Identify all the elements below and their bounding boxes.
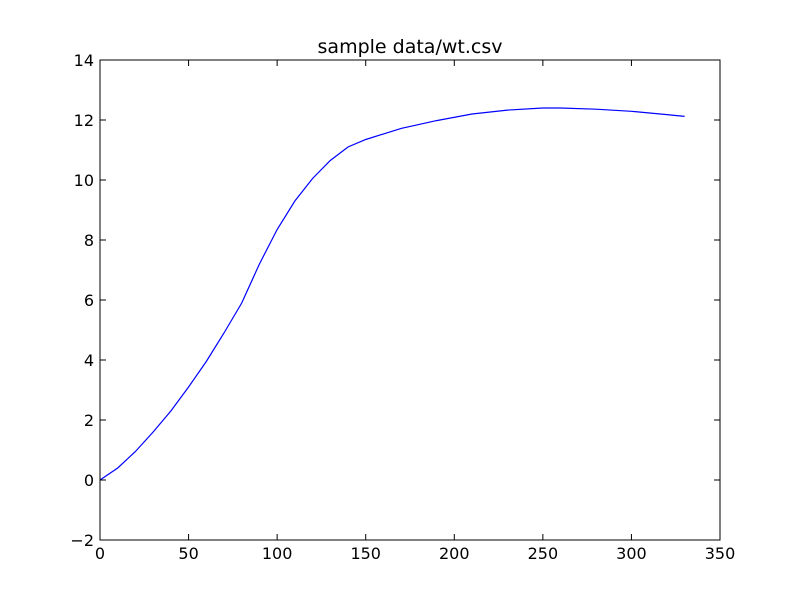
series-line-0: [99, 107, 685, 481]
x-tick-label-4: 200: [439, 544, 470, 563]
chart-title: sample data/wt.csv: [318, 36, 503, 58]
x-tick-label-1: 50: [178, 544, 198, 563]
x-tick-label-7: 350: [705, 544, 736, 563]
x-tick-label-0: 0: [95, 544, 105, 563]
y-tick-label-1: 0: [84, 471, 94, 490]
axes-frame: [99, 59, 721, 541]
y-tick-label-5: 8: [84, 231, 94, 250]
y-tick-label-3: 4: [84, 351, 94, 370]
y-tick-label-8: 14: [74, 51, 94, 70]
y-tick-label-2: 2: [84, 411, 94, 430]
x-tick-label-3: 150: [350, 544, 381, 563]
y-tick-label-4: 6: [84, 291, 94, 310]
x-tick-label-2: 100: [262, 544, 293, 563]
y-tick-label-0: −2: [70, 531, 94, 550]
x-tick-label-5: 250: [528, 544, 559, 563]
y-tick-label-7: 12: [74, 111, 94, 130]
x-tick-label-6: 300: [616, 544, 647, 563]
y-tick-label-6: 10: [74, 171, 94, 190]
